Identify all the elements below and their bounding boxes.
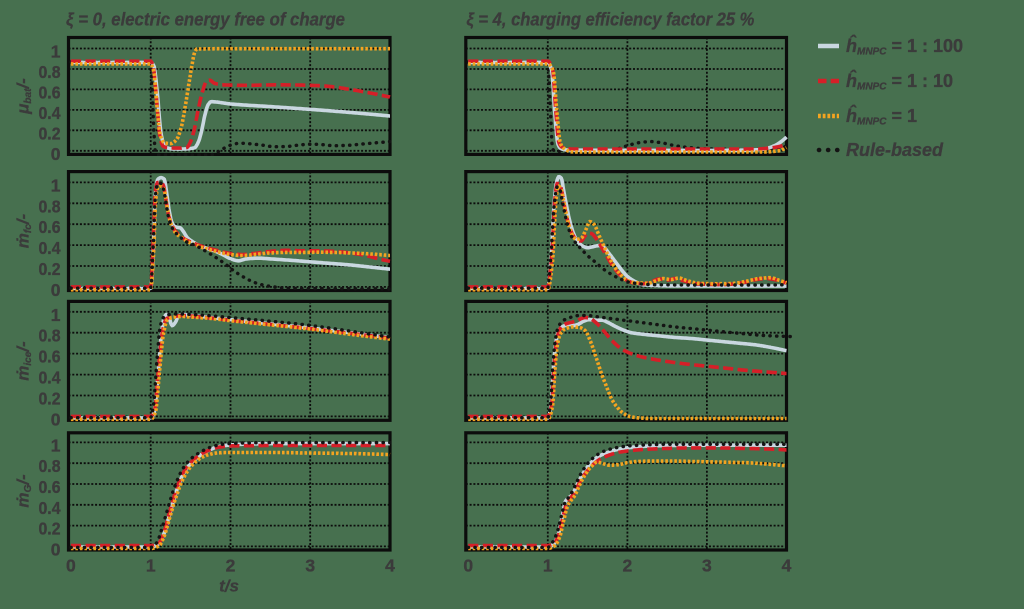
svg-text:ṁice/-: ṁice/- <box>14 341 35 381</box>
svg-text:0: 0 <box>463 556 473 576</box>
svg-text:0: 0 <box>51 280 61 300</box>
svg-text:0.6: 0.6 <box>39 347 61 367</box>
svg-text:0.2: 0.2 <box>39 389 61 409</box>
svg-text:3: 3 <box>702 556 712 576</box>
svg-text:2: 2 <box>226 556 236 576</box>
svg-text:1: 1 <box>51 435 61 455</box>
svg-text:0.2: 0.2 <box>39 519 61 539</box>
svg-text:0.8: 0.8 <box>39 456 61 476</box>
svg-text:t/s: t/s <box>219 577 239 596</box>
svg-text:0.6: 0.6 <box>39 477 61 497</box>
svg-text:4: 4 <box>782 556 792 576</box>
svg-text:1: 1 <box>51 175 61 195</box>
svg-text:0: 0 <box>51 144 61 164</box>
svg-text:ξ = 4, charging efficiency fac: ξ = 4, charging efficiency factor 25 % <box>466 10 754 31</box>
svg-text:1: 1 <box>51 305 61 325</box>
svg-text:0: 0 <box>66 556 76 576</box>
svg-text:0: 0 <box>51 539 61 559</box>
svg-text:μbat/-: μbat/- <box>14 78 35 115</box>
svg-text:4: 4 <box>385 556 395 576</box>
svg-text:0.4: 0.4 <box>39 238 61 258</box>
svg-text:0.8: 0.8 <box>39 62 61 82</box>
svg-text:0: 0 <box>51 409 61 429</box>
svg-text:0.2: 0.2 <box>39 123 61 143</box>
svg-text:ṁfc/-: ṁfc/- <box>14 213 35 248</box>
svg-text:1: 1 <box>51 42 61 62</box>
svg-text:0.4: 0.4 <box>39 368 61 388</box>
svg-text:0.6: 0.6 <box>39 82 61 102</box>
svg-text:0.2: 0.2 <box>39 259 61 279</box>
svg-text:0.4: 0.4 <box>39 498 61 518</box>
svg-text:1: 1 <box>146 556 156 576</box>
svg-text:ṁG/-: ṁG/- <box>14 474 35 508</box>
svg-text:3: 3 <box>305 556 315 576</box>
svg-text:ξ = 0, electric energy free of: ξ = 0, electric energy free of charge <box>66 10 345 31</box>
svg-text:1: 1 <box>543 556 553 576</box>
svg-text:0.8: 0.8 <box>39 326 61 346</box>
svg-text:0.4: 0.4 <box>39 103 61 123</box>
svg-text:2: 2 <box>623 556 633 576</box>
svg-text:0.6: 0.6 <box>39 217 61 237</box>
svg-text:0.8: 0.8 <box>39 196 61 216</box>
svg-text:Rule-based: Rule-based <box>846 140 944 160</box>
